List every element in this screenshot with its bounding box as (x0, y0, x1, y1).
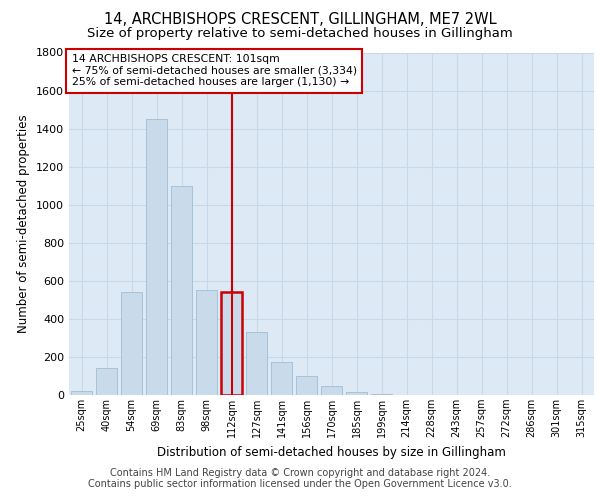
Bar (346, 392, 367, 395)
Bar (221, 292, 242, 395)
Bar (271, 362, 292, 395)
Bar (146, 119, 167, 395)
Bar (321, 386, 342, 395)
Bar (71, 391, 92, 395)
Text: Contains public sector information licensed under the Open Government Licence v3: Contains public sector information licen… (88, 479, 512, 489)
Bar (171, 186, 192, 395)
Bar (196, 290, 217, 395)
Y-axis label: Number of semi-detached properties: Number of semi-detached properties (17, 114, 31, 333)
Bar (296, 376, 317, 395)
Bar (96, 368, 117, 395)
Bar (371, 394, 392, 395)
Text: 14, ARCHBISHOPS CRESCENT, GILLINGHAM, ME7 2WL: 14, ARCHBISHOPS CRESCENT, GILLINGHAM, ME… (104, 12, 496, 28)
X-axis label: Distribution of semi-detached houses by size in Gillingham: Distribution of semi-detached houses by … (157, 446, 506, 458)
Text: 14 ARCHBISHOPS CRESCENT: 101sqm
← 75% of semi-detached houses are smaller (3,334: 14 ARCHBISHOPS CRESCENT: 101sqm ← 75% of… (71, 54, 357, 88)
Bar (246, 332, 267, 395)
Text: Contains HM Land Registry data © Crown copyright and database right 2024.: Contains HM Land Registry data © Crown c… (110, 468, 490, 477)
Bar (121, 292, 142, 395)
Text: Size of property relative to semi-detached houses in Gillingham: Size of property relative to semi-detach… (87, 28, 513, 40)
